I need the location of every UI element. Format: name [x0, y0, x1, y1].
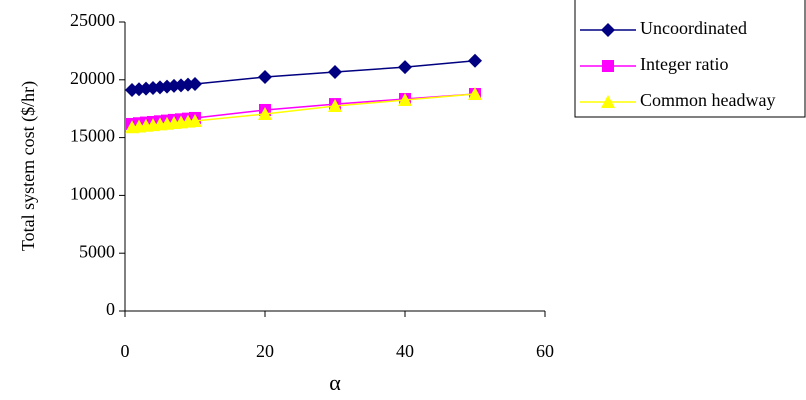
legend-label: Integer ratio [640, 54, 728, 74]
x-axis-title: α [329, 370, 341, 395]
y-tick-label: 0 [106, 299, 115, 319]
y-tick-label: 15000 [70, 126, 115, 146]
y-tick-label: 5000 [79, 241, 115, 261]
y-axis-title: Total system cost ($/hr) [18, 81, 39, 251]
x-tick-label: 40 [396, 341, 414, 361]
y-tick-label: 20000 [70, 68, 115, 88]
x-tick-label: 0 [121, 341, 130, 361]
x-tick-label: 60 [536, 341, 554, 361]
legend-label: Uncoordinated [640, 18, 747, 38]
marker [602, 60, 614, 72]
y-tick-label: 10000 [70, 184, 115, 204]
legend-label: Common headway [640, 90, 775, 110]
chart: α Total system cost ($/hr) 0 5000 10000 150… [0, 0, 806, 400]
x-tick-label: 20 [256, 341, 274, 361]
y-tick-label: 25000 [70, 10, 115, 30]
